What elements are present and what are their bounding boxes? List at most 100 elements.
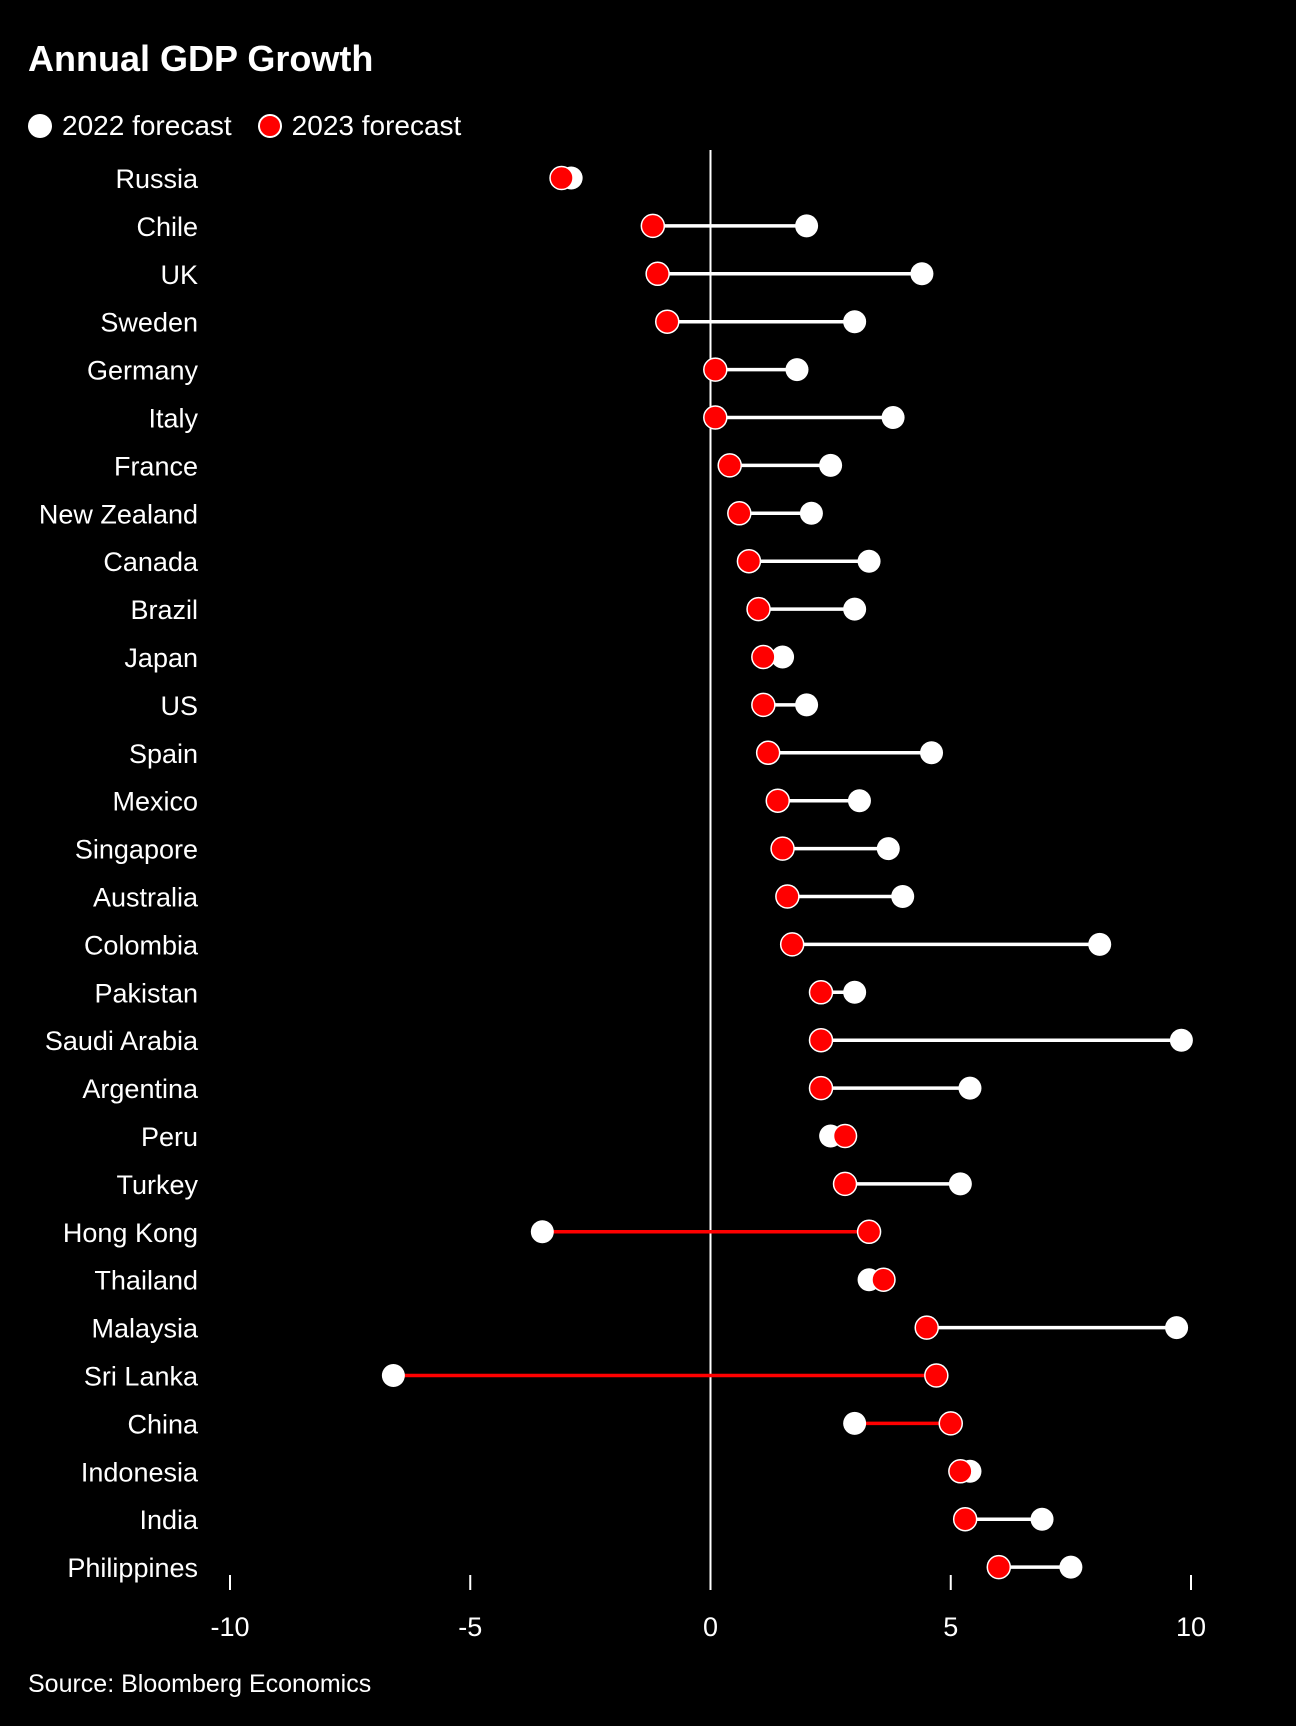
category-label-colombia: Colombia <box>84 930 199 960</box>
point-2022-uk <box>910 262 934 286</box>
point-2023-france <box>717 453 742 478</box>
point-2023-saudi-arabia <box>808 1027 834 1053</box>
point-2022-new-zealand <box>799 501 823 525</box>
point-2023-hong-kong <box>856 1219 882 1245</box>
point-2022-germany <box>785 358 809 382</box>
point-2023-sri-lanka <box>924 1363 949 1388</box>
point-2023-chile <box>640 213 666 239</box>
category-label-uk: UK <box>160 260 198 290</box>
category-label-turkey: Turkey <box>116 1170 198 1200</box>
category-label-argentina: Argentina <box>82 1074 199 1104</box>
legend-marker-2022 <box>28 114 52 138</box>
point-2022-malaysia <box>1165 1316 1189 1340</box>
category-label-brazil: Brazil <box>130 595 198 625</box>
point-2023-pakistan <box>808 980 834 1005</box>
point-2023-australia <box>775 884 800 909</box>
category-label-canada: Canada <box>103 547 199 577</box>
point-2022-china <box>843 1411 867 1435</box>
point-2023-germany <box>703 357 728 382</box>
point-2022-france <box>819 453 843 477</box>
category-label-pakistan: Pakistan <box>94 978 198 1008</box>
point-2022-sri-lanka <box>381 1364 405 1387</box>
category-label-spain: Spain <box>129 739 198 769</box>
category-label-mexico: Mexico <box>112 787 198 817</box>
point-2023-new-zealand <box>727 501 752 526</box>
category-label-germany: Germany <box>87 356 199 386</box>
point-2023-argentina <box>808 1075 834 1101</box>
legend-label-2023: 2023 forecast <box>291 110 462 141</box>
point-2022-argentina <box>958 1076 982 1100</box>
point-2022-chile <box>795 214 819 238</box>
category-label-philippines: Philippines <box>67 1553 198 1583</box>
category-label-japan: Japan <box>124 643 198 673</box>
point-2023-brazil <box>746 596 771 622</box>
point-2022-spain <box>920 741 944 765</box>
source-note: Source: Bloomberg Economics <box>28 1670 372 1698</box>
point-2022-brazil <box>843 597 867 621</box>
point-2022-saudi-arabia <box>1169 1028 1193 1052</box>
point-2022-philippines <box>1059 1555 1083 1579</box>
point-2022-sweden <box>843 310 867 334</box>
point-2022-colombia <box>1088 932 1112 956</box>
chart-title: Annual GDP Growth <box>28 38 374 79</box>
point-2023-russia <box>549 165 574 191</box>
category-label-hong-kong: Hong Kong <box>63 1218 198 1248</box>
point-2023-uk <box>645 261 670 287</box>
point-2022-pakistan <box>843 980 867 1004</box>
category-label-australia: Australia <box>93 883 199 913</box>
category-label-sri-lanka: Sri Lanka <box>84 1362 199 1392</box>
x-tick-label-4: 10 <box>1176 1612 1206 1642</box>
point-2022-india <box>1030 1507 1054 1531</box>
category-label-china: China <box>127 1409 199 1439</box>
point-2023-spain <box>755 740 781 766</box>
category-label-italy: Italy <box>148 404 198 434</box>
category-label-india: India <box>139 1505 199 1535</box>
x-tick-label-1: -5 <box>458 1612 482 1642</box>
legend-item-2022: 2022 forecast <box>28 110 232 142</box>
legend: 2022 forecast 2023 forecast <box>28 106 487 146</box>
category-label-russia: Russia <box>115 164 199 194</box>
x-tick-label-0: -10 <box>210 1612 249 1642</box>
point-2022-japan <box>771 645 795 669</box>
point-2023-japan <box>751 644 776 670</box>
x-tick-label-2: 0 <box>703 1612 718 1642</box>
category-label-peru: Peru <box>141 1122 198 1152</box>
category-label-chile: Chile <box>136 212 198 242</box>
category-label-us: US <box>160 691 198 721</box>
point-2023-sweden <box>655 309 680 334</box>
legend-label-2022: 2022 forecast <box>62 110 232 141</box>
point-2023-singapore <box>770 836 795 861</box>
category-label-indonesia: Indonesia <box>81 1457 199 1487</box>
point-2023-thailand <box>871 1267 896 1292</box>
point-2023-turkey <box>832 1171 858 1197</box>
point-2022-hong-kong <box>530 1220 554 1244</box>
category-label-singapore: Singapore <box>75 835 198 865</box>
point-2023-malaysia <box>914 1315 939 1340</box>
point-2023-peru <box>832 1123 858 1149</box>
point-2022-italy <box>881 406 905 429</box>
category-label-saudi-arabia: Saudi Arabia <box>45 1026 199 1056</box>
category-label-new-zealand: New Zealand <box>39 499 198 529</box>
point-2023-mexico <box>765 788 791 813</box>
point-2022-mexico <box>847 789 871 813</box>
point-2023-china <box>938 1411 963 1436</box>
point-2023-italy <box>703 405 728 430</box>
point-2022-canada <box>857 549 881 573</box>
point-2023-canada <box>736 548 762 574</box>
category-label-malaysia: Malaysia <box>91 1314 199 1344</box>
point-2022-turkey <box>948 1172 972 1196</box>
point-2023-colombia <box>779 932 805 957</box>
category-label-thailand: Thailand <box>94 1266 198 1296</box>
point-2022-australia <box>891 885 915 908</box>
point-2023-indonesia <box>948 1459 973 1484</box>
point-2022-singapore <box>876 837 900 861</box>
category-label-france: France <box>114 451 198 481</box>
point-2023-india <box>952 1506 978 1532</box>
x-tick-label-3: 5 <box>943 1612 958 1642</box>
point-2023-us <box>751 692 776 718</box>
point-2022-us <box>795 693 819 717</box>
category-label-sweden: Sweden <box>100 308 198 338</box>
legend-marker-2023 <box>257 114 282 138</box>
legend-item-2023: 2023 forecast <box>257 110 462 142</box>
